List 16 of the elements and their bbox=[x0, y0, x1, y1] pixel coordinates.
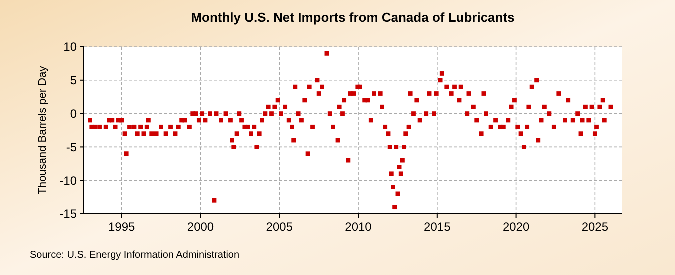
x-tick-label: 1995 bbox=[108, 220, 136, 234]
x-tick-label: 2005 bbox=[266, 220, 294, 234]
y-tick-label: -15 bbox=[60, 207, 78, 222]
chart-title: Monthly U.S. Net Imports from Canada of Lubricants bbox=[191, 10, 515, 25]
x-tick-label: 2020 bbox=[502, 220, 530, 234]
source-note: Source: U.S. Energy Information Administration bbox=[30, 250, 240, 261]
y-tick-label: 10 bbox=[64, 40, 78, 54]
y-tick-label: 0 bbox=[70, 107, 78, 121]
y-axis-title: Thousand Barrels per Day bbox=[37, 66, 49, 195]
y-tick-label: -5 bbox=[66, 140, 78, 154]
x-tick-label: 2025 bbox=[582, 220, 609, 234]
x-tick-label: 2015 bbox=[424, 220, 452, 234]
y-tick-label: -10 bbox=[60, 174, 78, 188]
y-tick-label: 5 bbox=[70, 74, 78, 88]
x-tick-label: 2010 bbox=[345, 220, 372, 234]
x-tick-label: 2000 bbox=[187, 220, 214, 234]
